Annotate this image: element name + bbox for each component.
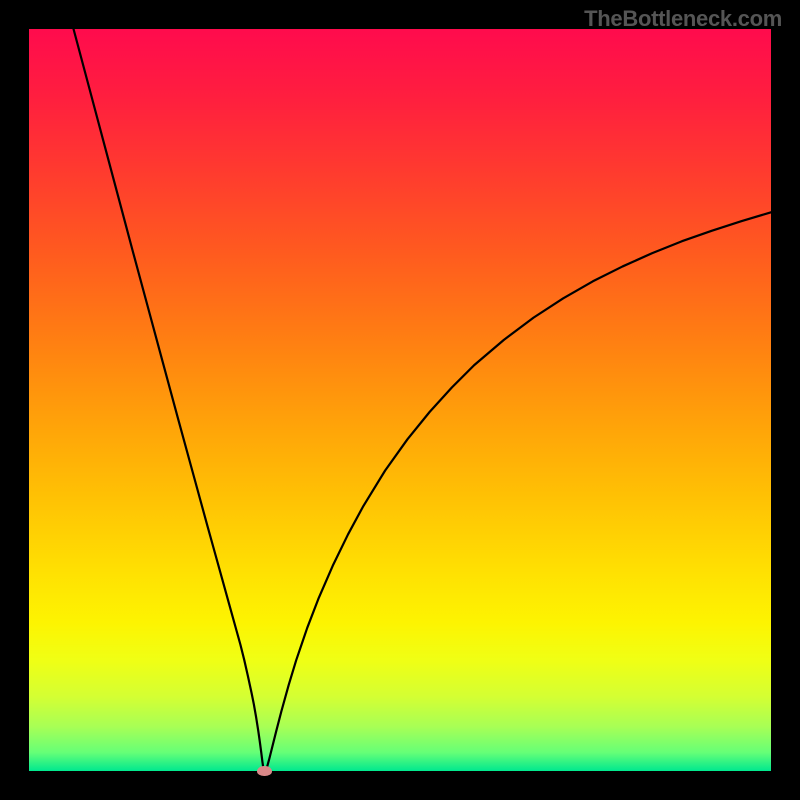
optimal-point-marker xyxy=(257,766,271,776)
plot-area xyxy=(29,29,771,771)
bottleneck-curve xyxy=(29,29,771,771)
